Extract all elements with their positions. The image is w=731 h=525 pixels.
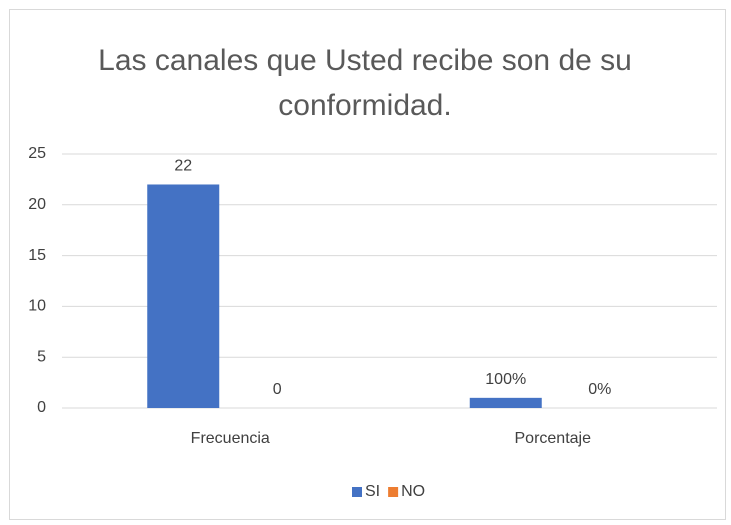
x-tick-label: Porcentaje xyxy=(515,430,592,447)
data-label: 22 xyxy=(174,158,192,175)
y-tick-label: 25 xyxy=(28,145,46,162)
chart-title: Las canales que Usted recibe son de su c… xyxy=(98,44,632,122)
chart-border xyxy=(9,9,726,520)
y-tick-label: 10 xyxy=(28,298,46,315)
legend-label: NO xyxy=(401,483,425,500)
data-label: 0 xyxy=(273,381,282,398)
y-tick-label: 0 xyxy=(37,399,46,416)
y-tick-label: 15 xyxy=(28,247,46,264)
bar xyxy=(469,397,542,408)
bar xyxy=(147,184,220,408)
y-tick-label: 5 xyxy=(37,348,46,365)
data-label: 100% xyxy=(485,371,526,388)
legend-swatch xyxy=(388,487,399,497)
legend-swatch xyxy=(352,487,362,497)
y-tick-label: 20 xyxy=(28,196,46,213)
x-tick-label: Frecuencia xyxy=(191,430,270,447)
legend-label: SI xyxy=(365,483,380,500)
data-label: 0% xyxy=(588,381,611,398)
